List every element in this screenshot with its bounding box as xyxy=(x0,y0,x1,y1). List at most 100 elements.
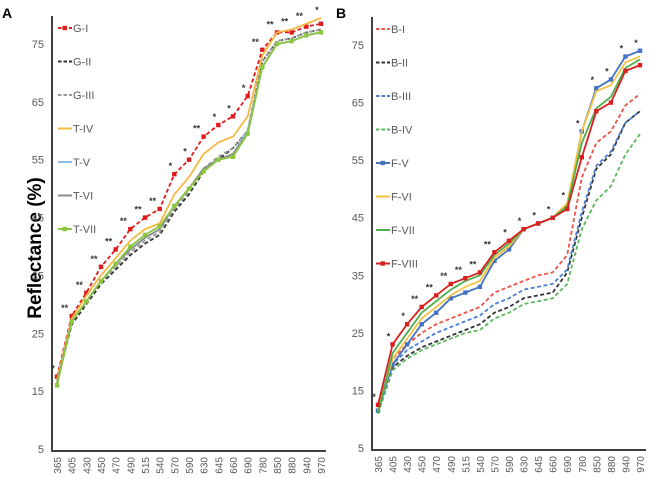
data-point xyxy=(216,122,221,128)
x-tick-label: 630 xyxy=(520,456,531,473)
legend-label: G-II xyxy=(73,57,91,69)
data-point xyxy=(637,48,643,53)
series-line xyxy=(56,22,322,377)
data-point xyxy=(477,284,483,289)
legend-label: F-VI xyxy=(391,192,412,204)
legend-label: F-V xyxy=(391,158,409,170)
y-tick-label: 45 xyxy=(32,213,44,225)
series-g-i xyxy=(54,21,324,379)
x-tick-label: 515 xyxy=(141,457,152,474)
data-point xyxy=(98,279,104,284)
data-point xyxy=(69,313,74,319)
data-point xyxy=(113,261,118,267)
series-t-v xyxy=(56,31,322,383)
data-point xyxy=(419,304,424,310)
data-point xyxy=(186,186,192,191)
y-tick-label: 5 xyxy=(358,443,364,455)
significance-marker: ** xyxy=(149,196,157,206)
panel-label: A xyxy=(2,5,12,21)
legend-marker xyxy=(380,160,385,166)
x-tick-label: 570 xyxy=(170,457,181,474)
data-point xyxy=(375,402,381,408)
significance-marker: ** xyxy=(90,254,98,264)
data-point xyxy=(260,47,265,52)
y-tick-label: 65 xyxy=(352,98,364,110)
legend-label: T-IV xyxy=(73,124,94,136)
x-tick-label: 690 xyxy=(244,457,255,474)
series-line xyxy=(377,64,641,406)
significance-marker: ** xyxy=(484,239,492,249)
series-line xyxy=(56,31,322,383)
significance-marker: * xyxy=(634,38,638,48)
x-tick-label: 365 xyxy=(53,457,64,474)
y-tick-label: 5 xyxy=(38,444,44,456)
y-tick-label: 15 xyxy=(32,386,44,398)
legend-label: T-VII xyxy=(73,224,96,236)
data-point xyxy=(404,322,410,327)
x-tick-label: 660 xyxy=(549,456,560,473)
y-tick-label: 55 xyxy=(352,155,364,167)
x-tick-label: 880 xyxy=(288,457,299,474)
data-point xyxy=(579,155,584,160)
x-tick-label: 850 xyxy=(592,456,603,473)
legend-item-f-vi: F-VI xyxy=(376,192,412,204)
significance-marker: * xyxy=(503,228,507,238)
x-tick-label: 430 xyxy=(403,456,414,473)
legend-label: G-III xyxy=(73,90,94,102)
data-point xyxy=(84,290,89,295)
data-point xyxy=(245,131,250,136)
significance-marker: ** xyxy=(193,124,201,134)
data-point xyxy=(492,250,497,255)
x-tick-label: 970 xyxy=(317,457,328,474)
series-b-i xyxy=(377,93,641,408)
legend-item-t-vii: T-VII xyxy=(58,224,96,236)
data-point xyxy=(289,38,294,44)
x-tick-label: 940 xyxy=(621,456,632,473)
significance-marker: * xyxy=(213,112,217,122)
data-point xyxy=(289,30,294,35)
significance-marker: * xyxy=(576,118,580,128)
data-point xyxy=(172,171,177,177)
data-point xyxy=(201,169,206,174)
significance-marker: ** xyxy=(455,265,463,275)
significance-marker: * xyxy=(387,331,391,341)
legend-item-t-v: T-V xyxy=(58,157,91,169)
y-tick-label: 25 xyxy=(32,328,44,340)
significance-marker: * xyxy=(605,67,609,77)
data-point xyxy=(448,296,453,301)
y-tick-label: 65 xyxy=(32,97,44,109)
series-line xyxy=(377,133,641,414)
significance-marker: ** xyxy=(105,236,113,246)
data-point xyxy=(304,33,309,38)
x-tick-label: 515 xyxy=(461,456,472,473)
series-f-vii xyxy=(377,58,641,414)
series-line xyxy=(56,17,322,380)
legend-label: B-II xyxy=(391,58,408,70)
series-line xyxy=(56,31,322,386)
data-point xyxy=(142,232,148,238)
data-point xyxy=(594,85,599,91)
x-tick-label: 540 xyxy=(476,456,487,473)
significance-marker: ** xyxy=(134,205,142,215)
legend-item-f-vii: F-VII xyxy=(376,225,415,237)
significance-marker: * xyxy=(620,44,624,54)
legend-label: T-VI xyxy=(73,191,93,203)
series-f-vi xyxy=(377,55,641,411)
significance-marker: * xyxy=(561,190,565,200)
data-point xyxy=(492,258,497,264)
x-tick-label: 590 xyxy=(505,456,516,473)
y-tick-label: 25 xyxy=(352,328,364,340)
y-tick-label: 35 xyxy=(32,270,44,282)
x-tick-label: 450 xyxy=(418,456,429,473)
legend-item-g-iii: G-III xyxy=(58,90,94,102)
significance-marker: * xyxy=(169,161,173,171)
legend-marker xyxy=(62,25,67,31)
series-g-iii xyxy=(56,28,322,383)
x-tick-label: 405 xyxy=(68,457,79,474)
significance-marker: ** xyxy=(296,11,304,21)
data-point xyxy=(98,264,104,269)
series-b-ii xyxy=(377,110,641,414)
